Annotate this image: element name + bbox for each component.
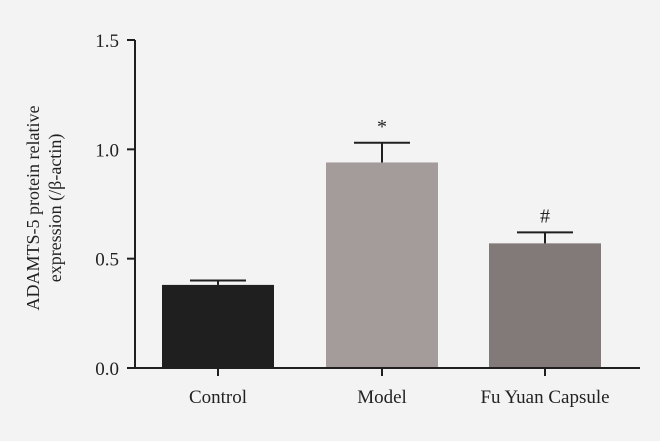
x-tick-label-fu-yuan-capsule: Fu Yuan Capsule [480, 387, 609, 408]
y-tick-label-3: 1.5 [95, 31, 119, 52]
x-tick-label-control: Control [189, 387, 247, 408]
y-axis-title-line-1: ADAMTS-5 protein relative [23, 106, 43, 311]
y-tick-label-2: 1.0 [95, 140, 119, 161]
bar-fu-yuan-capsule [489, 243, 601, 368]
significance-layer: *# [377, 116, 550, 228]
y-tick-label-0: 0.0 [95, 359, 119, 380]
y-axis-title: ADAMTS-5 protein relative expression (/β… [23, 106, 66, 311]
bar-model [326, 162, 438, 368]
bars-layer [162, 162, 601, 368]
y-tick-label-1: 0.5 [95, 250, 119, 271]
significance-marker-fu-yuan-capsule: # [540, 205, 550, 227]
x-categories-layer: Control Model Fu Yuan Capsule [189, 387, 610, 408]
bar-control [162, 284, 274, 368]
axes-layer [134, 40, 640, 376]
x-tick-label-model: Model [357, 387, 407, 408]
significance-marker-model: * [377, 116, 387, 138]
y-ticks-layer: 0.0 0.5 1.0 1.5 [95, 31, 135, 380]
y-axis-title-line-2: expression (/β-actin) [45, 134, 66, 283]
error-bars-layer [190, 141, 573, 285]
